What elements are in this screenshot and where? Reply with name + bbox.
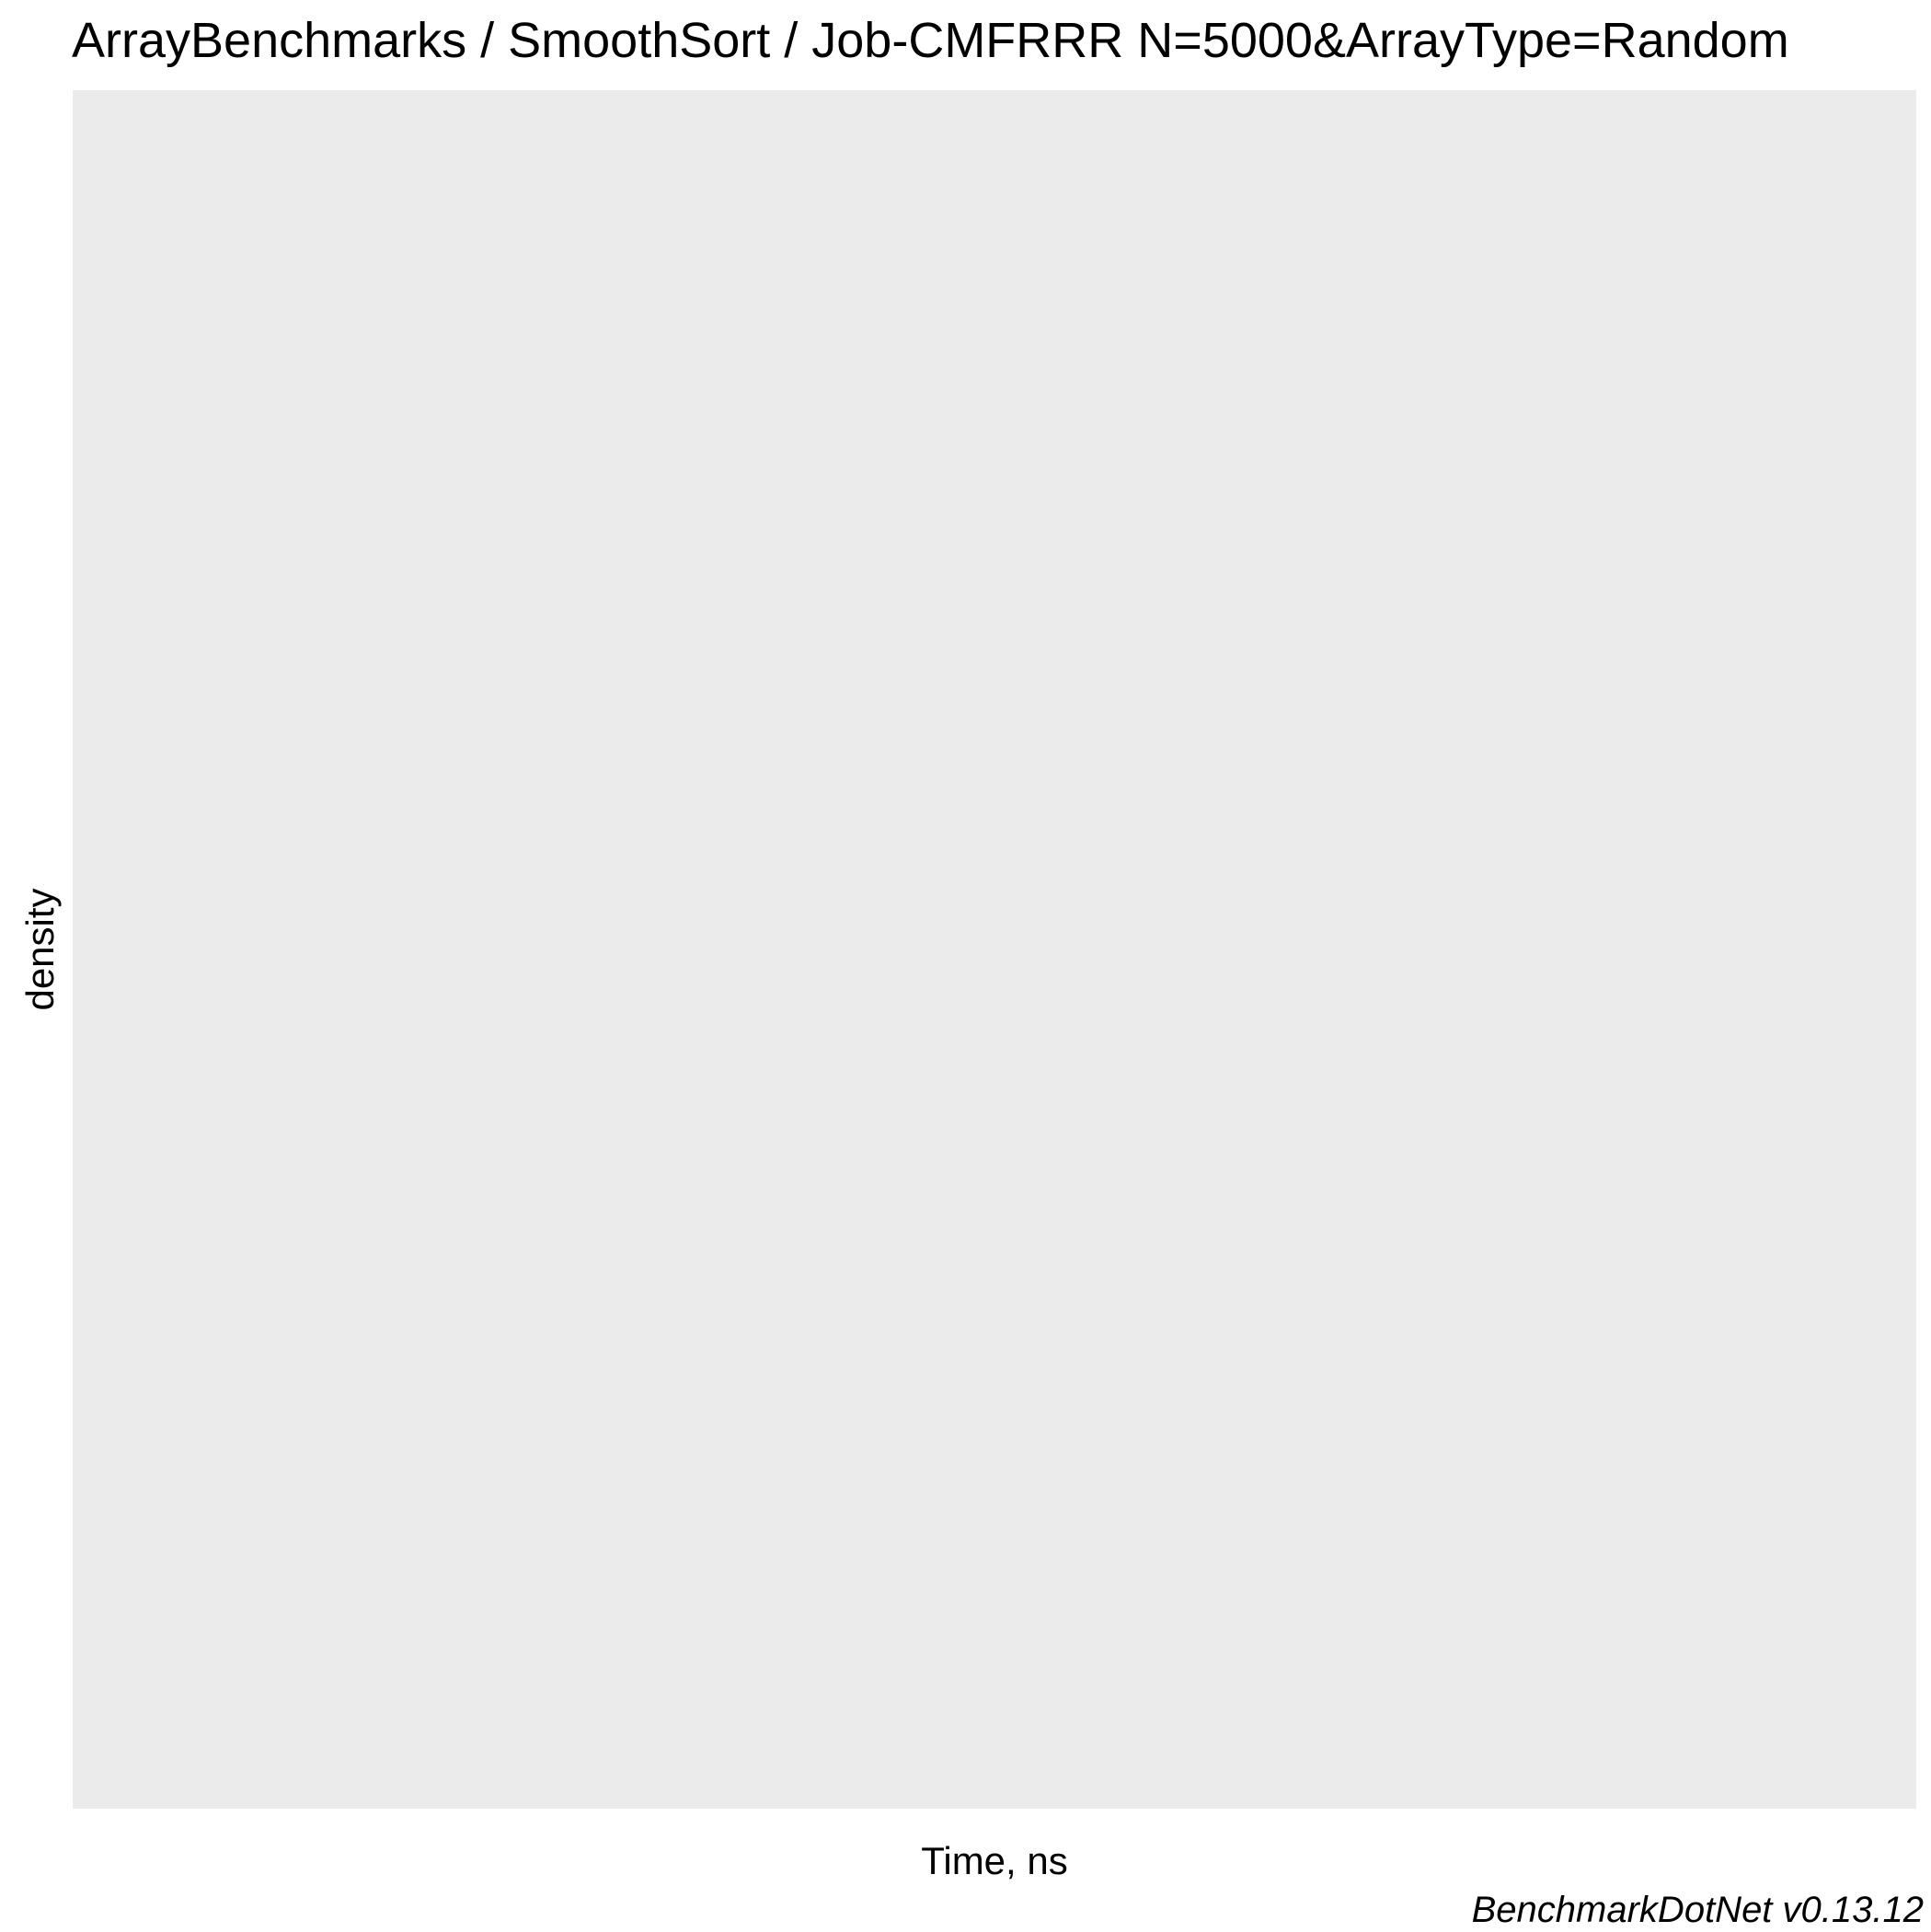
x-axis-label: Time, ns	[921, 1839, 1068, 1882]
chart-title: ArrayBenchmarks / SmoothSort / Job-CMFRR…	[72, 13, 1789, 68]
y-axis-label: density	[18, 888, 62, 1011]
chart-caption: BenchmarkDotNet v0.13.12	[1471, 1890, 1924, 1930]
plot-panel	[73, 90, 1916, 1809]
